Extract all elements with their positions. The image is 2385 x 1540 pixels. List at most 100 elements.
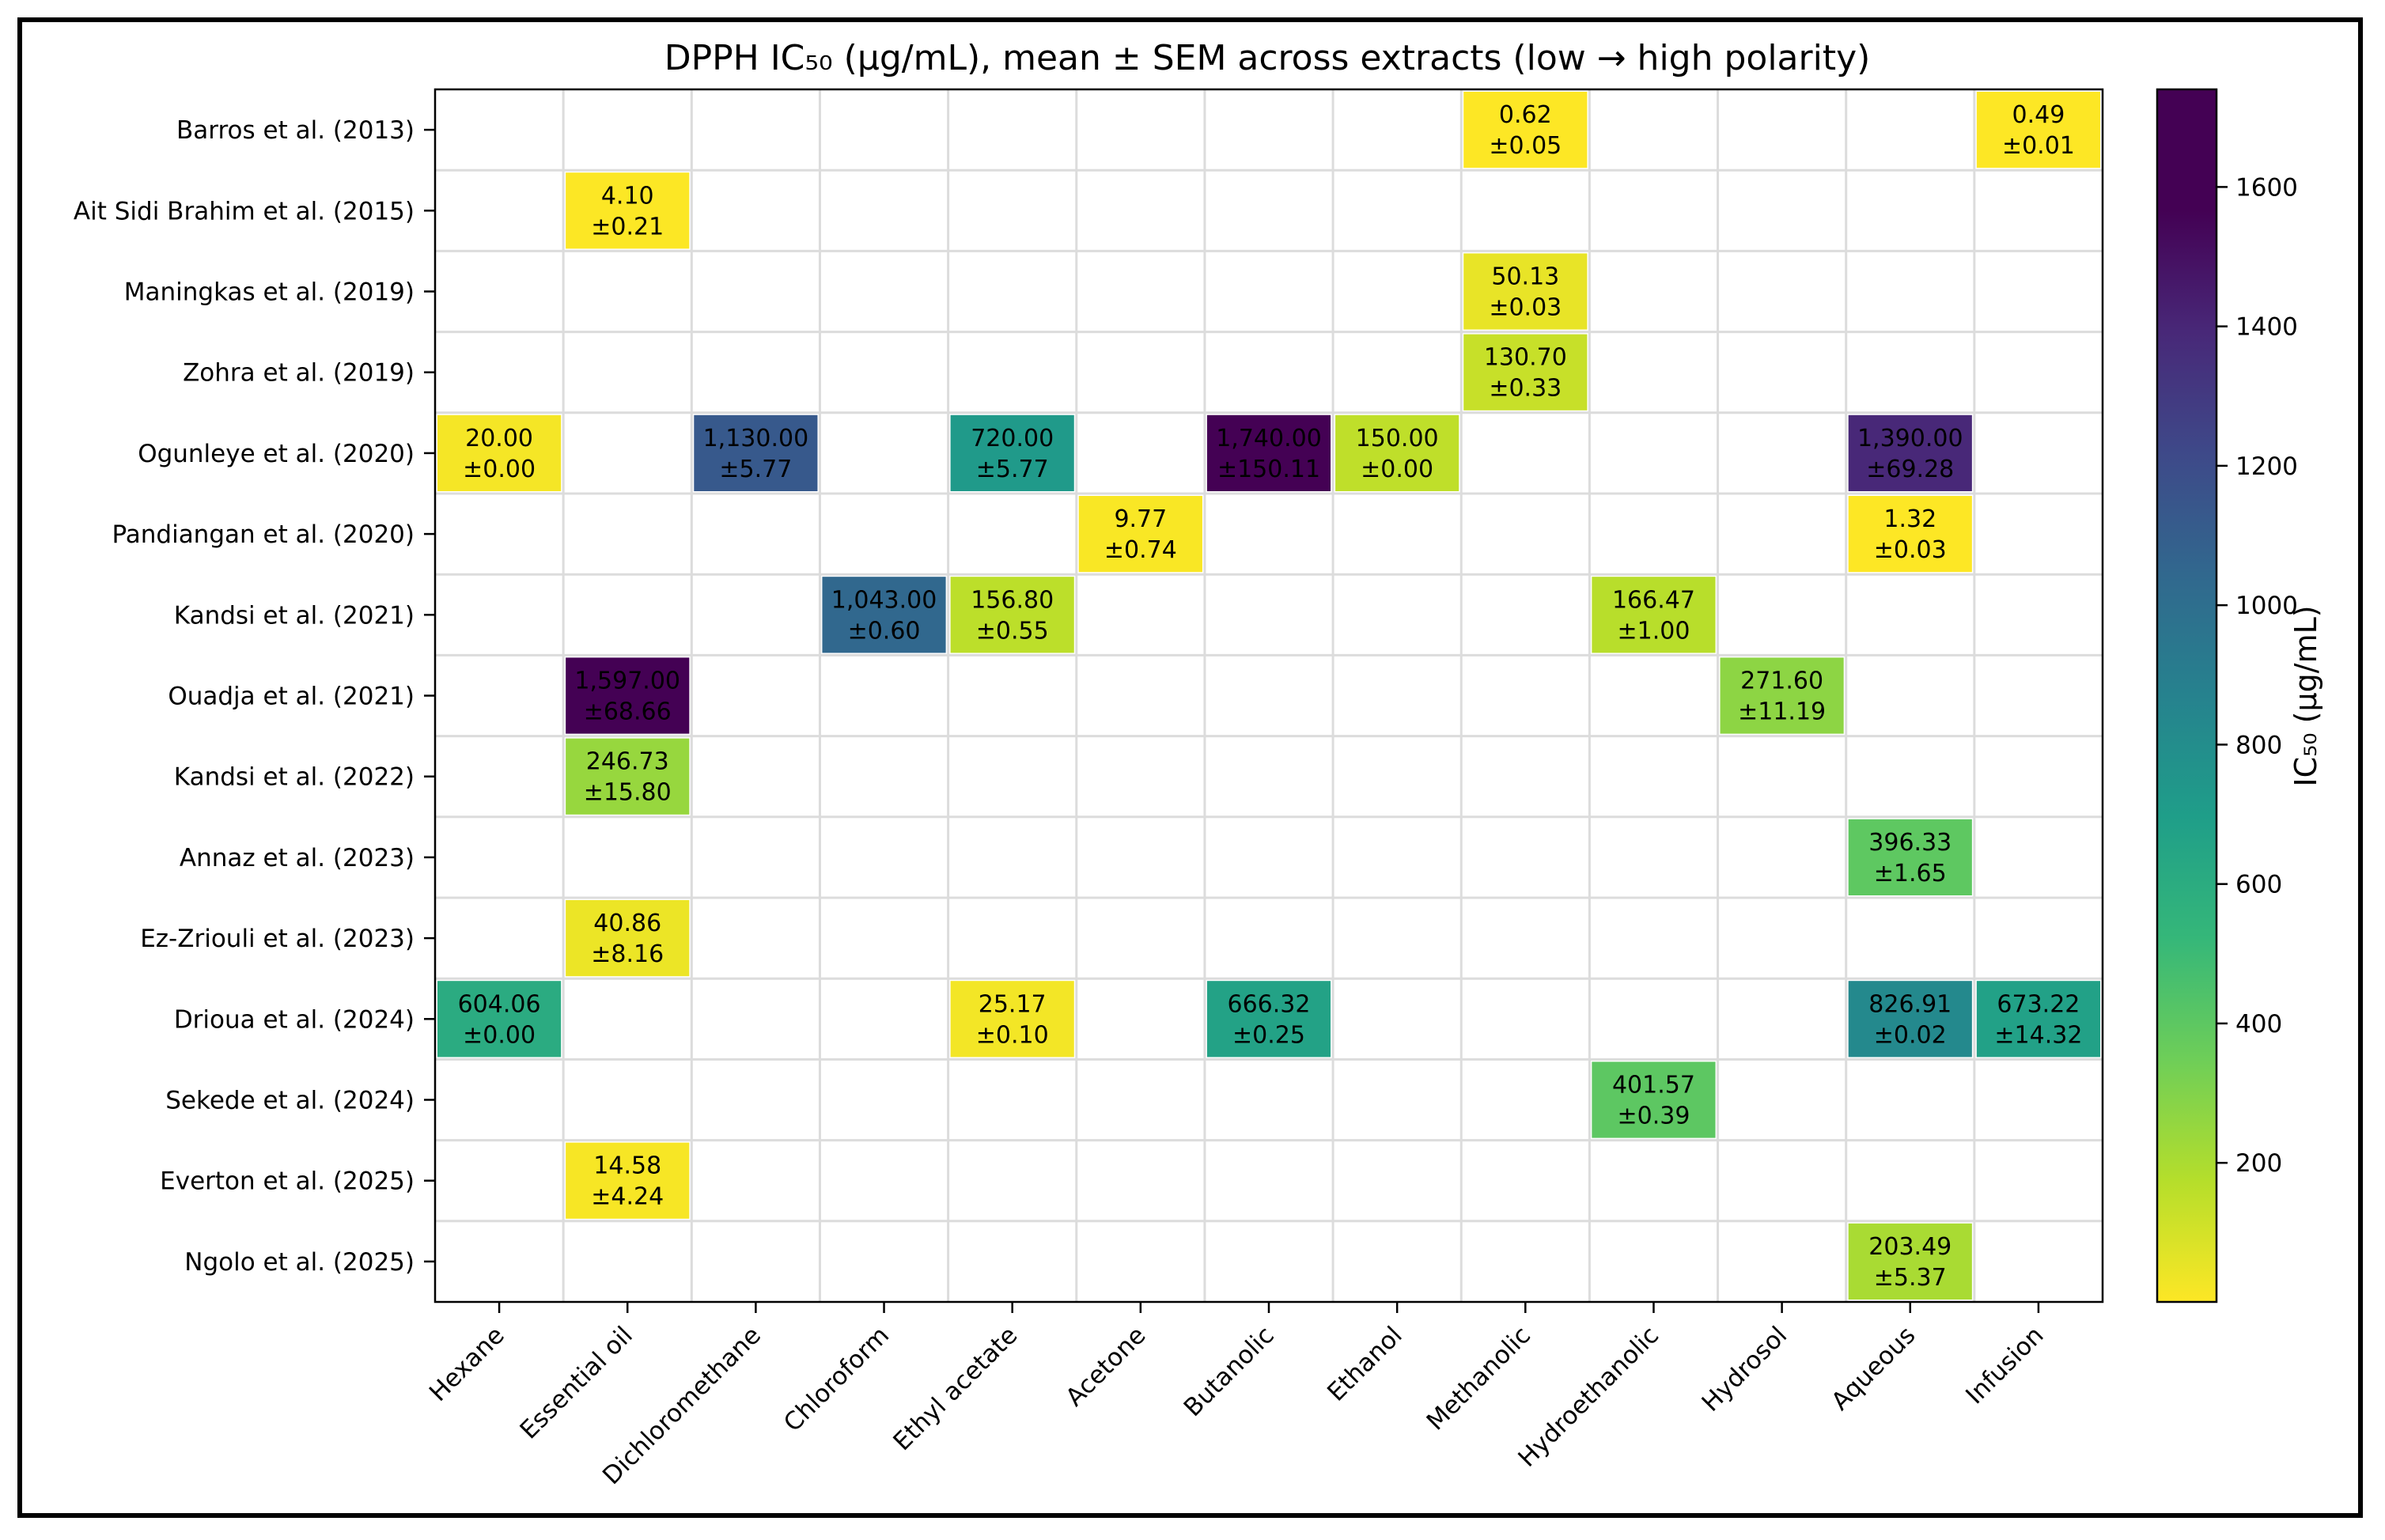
y-tick-label: Kandsi et al. (2021) — [174, 601, 415, 630]
x-tick-label: Butanolic — [1179, 1321, 1280, 1422]
heatmap-cell: 4.10 ±0.21 — [566, 172, 690, 249]
x-tick-label: Chloroform — [778, 1321, 895, 1437]
heatmap-cell: 396.33 ±1.65 — [1848, 819, 1972, 895]
cell-sem-label: ±0.00 — [463, 456, 536, 483]
cell-sem-label: ±1.65 — [1874, 860, 1947, 887]
heatmap-cell: 1,390.00 ±69.28 — [1848, 414, 1972, 491]
colorbar-tick-label: 1400 — [2235, 313, 2298, 342]
heatmap-cell: 0.62 ±0.05 — [1463, 92, 1588, 168]
x-tick-label: Hydrosol — [1697, 1321, 1793, 1417]
heatmap-cell-rect — [1078, 496, 1202, 573]
heatmap-cell: 203.49 ±5.37 — [1848, 1223, 1972, 1300]
heatmap-cell: 50.13 ±0.03 — [1463, 253, 1588, 330]
heatmap-cell-rect — [566, 657, 690, 734]
heatmap-cell-rect — [437, 981, 562, 1058]
cell-sem-label: ±5.37 — [1874, 1264, 1947, 1292]
cell-sem-label: ±4.24 — [591, 1183, 664, 1211]
heatmap-cell: 246.73 ±15.80 — [566, 738, 690, 815]
heatmap-cell-rect — [694, 414, 818, 491]
y-tick-label: Pandiangan et al. (2020) — [112, 520, 415, 549]
heatmap-cell-rect — [822, 577, 946, 653]
cell-mean-label: 1.32 — [1883, 505, 1936, 533]
cell-sem-label: ±0.10 — [976, 1021, 1049, 1049]
cell-mean-label: 720.00 — [971, 425, 1054, 452]
heatmap-cell-rect — [1206, 981, 1331, 1058]
cell-sem-label: ±15.80 — [584, 779, 672, 807]
cell-mean-label: 50.13 — [1491, 263, 1559, 291]
cell-mean-label: 246.73 — [586, 748, 669, 776]
cell-mean-label: 9.77 — [1114, 505, 1167, 533]
heatmap-cell: 9.77 ±0.74 — [1078, 496, 1202, 573]
heatmap-cell: 14.58 ±4.24 — [566, 1142, 690, 1219]
heatmap-cells: 0.62 ±0.05 0.49 ±0.01 4.10 ±0.21 50.13 ±0.03 130… — [437, 92, 2100, 1300]
colorbar-tick-label: 1600 — [2235, 173, 2298, 202]
heatmap-cell-rect — [1848, 1223, 1972, 1300]
cell-mean-label: 203.49 — [1868, 1233, 1952, 1261]
cell-mean-label: 1,390.00 — [1857, 425, 1963, 452]
heatmap-cell: 1,130.00 ±5.77 — [694, 414, 818, 491]
heatmap-cell-rect — [566, 172, 690, 249]
cell-sem-label: ±0.01 — [2002, 132, 2075, 160]
colorbar-tick-label: 1200 — [2235, 452, 2298, 481]
heatmap-chart: DPPH IC₅₀ (µg/mL), mean ± SEM across ext… — [74, 38, 2323, 1490]
heatmap-cell: 25.17 ±0.10 — [950, 981, 1074, 1058]
figure-frame: DPPH IC₅₀ (µg/mL), mean ± SEM across ext… — [17, 17, 2363, 1518]
heatmap-cell-rect — [1976, 92, 2100, 168]
cell-sem-label: ±0.39 — [1617, 1103, 1690, 1130]
y-tick-label: Kandsi et al. (2022) — [174, 763, 415, 792]
cell-sem-label: ±68.66 — [584, 698, 672, 726]
cell-sem-label: ±1.00 — [1617, 617, 1690, 645]
cell-sem-label: ±0.05 — [1489, 132, 1562, 160]
cell-sem-label: ±0.00 — [463, 1021, 536, 1049]
cell-sem-label: ±0.02 — [1874, 1021, 1947, 1049]
y-tick-label: Ait Sidi Brahim et al. (2015) — [74, 197, 415, 225]
heatmap-cell-rect — [566, 738, 690, 815]
cell-sem-label: ±69.28 — [1866, 456, 1954, 483]
heatmap-cell-rect — [1206, 414, 1331, 491]
cell-mean-label: 14.58 — [593, 1152, 661, 1180]
chart-title: DPPH IC₅₀ (µg/mL), mean ± SEM across ext… — [664, 38, 1871, 78]
cell-sem-label: ±0.74 — [1104, 536, 1177, 564]
heatmap-cell: 1.32 ±0.03 — [1848, 496, 1972, 573]
y-axis: Barros et al. (2013) Ait Sidi Brahim et a… — [74, 116, 435, 1277]
x-tick-label: Aqueous — [1826, 1321, 1921, 1416]
cell-mean-label: 150.00 — [1356, 425, 1439, 452]
heatmap-cell: 40.86 ±8.16 — [566, 900, 690, 977]
y-tick-label: Maningkas et al. (2019) — [124, 278, 415, 307]
heatmap-cell-rect — [1976, 981, 2100, 1058]
cell-mean-label: 826.91 — [1868, 990, 1952, 1018]
heatmap-cell: 826.91 ±0.02 — [1848, 981, 1972, 1058]
heatmap-cell-rect — [1848, 981, 1972, 1058]
heatmap-cell-rect — [1463, 253, 1588, 330]
heatmap-cell: 673.22 ±14.32 — [1976, 981, 2100, 1058]
heatmap-cell: 150.00 ±0.00 — [1335, 414, 1459, 491]
y-tick-label: Ogunleye et al. (2020) — [138, 440, 415, 468]
cell-sem-label: ±11.19 — [1738, 698, 1826, 726]
heatmap-cell-rect — [950, 981, 1074, 1058]
y-tick-label: Ouadja et al. (2021) — [168, 683, 415, 711]
y-tick-label: Drioua et al. (2024) — [174, 1005, 415, 1034]
y-tick-label: Ngolo et al. (2025) — [184, 1248, 415, 1277]
y-tick-label: Ez-Zriouli et al. (2023) — [140, 925, 415, 953]
y-tick-label: Barros et al. (2013) — [176, 116, 415, 145]
cell-mean-label: 20.00 — [465, 425, 533, 452]
cell-mean-label: 166.47 — [1612, 586, 1695, 614]
colorbar — [2156, 88, 2218, 1304]
cell-mean-label: 0.49 — [2012, 101, 2065, 129]
heatmap-cell-rect — [950, 414, 1074, 491]
heatmap-cell: 271.60 ±11.19 — [1720, 657, 1844, 734]
heatmap-cell-rect — [1592, 1061, 1716, 1138]
y-tick-label: Everton et al. (2025) — [160, 1167, 415, 1196]
heatmap-cell: 0.49 ±0.01 — [1976, 92, 2100, 168]
x-tick-label: Acetone — [1061, 1321, 1152, 1412]
heatmap-cell: 1,740.00 ±150.11 — [1206, 414, 1331, 491]
colorbar-tick-label: 400 — [2235, 1010, 2282, 1039]
heatmap-cell-rect — [566, 1142, 690, 1219]
cell-sem-label: ±14.32 — [1994, 1021, 2082, 1049]
cell-sem-label: ±0.55 — [976, 617, 1049, 645]
heatmap-cell: 20.00 ±0.00 — [437, 414, 562, 491]
cell-mean-label: 396.33 — [1868, 829, 1952, 857]
cell-sem-label: ±0.00 — [1361, 456, 1433, 483]
x-tick-label: Hydroethanolic — [1512, 1321, 1664, 1473]
